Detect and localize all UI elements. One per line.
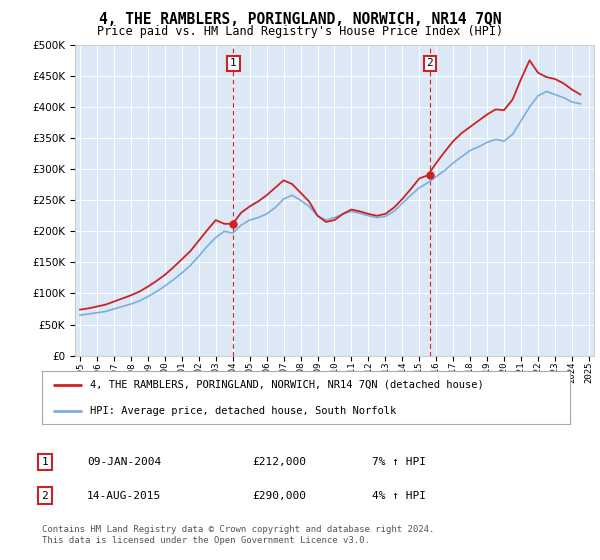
Text: 1: 1 [41,457,49,467]
Text: 2: 2 [41,491,49,501]
Text: 4, THE RAMBLERS, PORINGLAND, NORWICH, NR14 7QN (detached house): 4, THE RAMBLERS, PORINGLAND, NORWICH, NR… [89,380,483,390]
Text: £290,000: £290,000 [252,491,306,501]
Text: Price paid vs. HM Land Registry's House Price Index (HPI): Price paid vs. HM Land Registry's House … [97,25,503,38]
Text: 14-AUG-2015: 14-AUG-2015 [87,491,161,501]
Text: 7% ↑ HPI: 7% ↑ HPI [372,457,426,467]
Text: HPI: Average price, detached house, South Norfolk: HPI: Average price, detached house, Sout… [89,406,396,416]
Text: 4, THE RAMBLERS, PORINGLAND, NORWICH, NR14 7QN: 4, THE RAMBLERS, PORINGLAND, NORWICH, NR… [99,12,501,27]
Text: £212,000: £212,000 [252,457,306,467]
Text: Contains HM Land Registry data © Crown copyright and database right 2024.
This d: Contains HM Land Registry data © Crown c… [42,525,434,545]
Text: 2: 2 [427,58,433,68]
Text: 09-JAN-2004: 09-JAN-2004 [87,457,161,467]
Text: 4% ↑ HPI: 4% ↑ HPI [372,491,426,501]
Text: 1: 1 [230,58,237,68]
